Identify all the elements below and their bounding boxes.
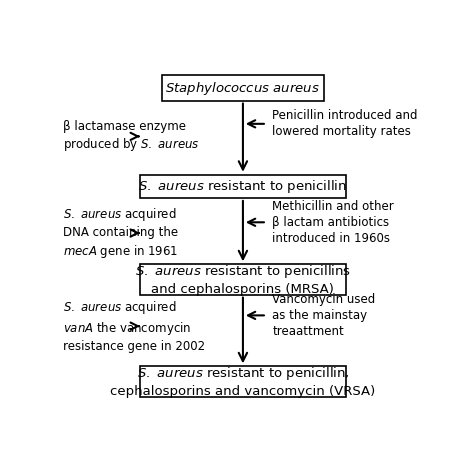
Text: $\it{Staphylococcus\ aureus}$: $\it{Staphylococcus\ aureus}$ [165,80,320,97]
Text: Vancomycin used
as the mainstay
treaattment: Vancomycin used as the mainstay treaattm… [272,293,375,338]
FancyBboxPatch shape [140,265,346,295]
Text: $\it{S.\ aureus}$ resistant to penicillins
and cephalosporins (MRSA): $\it{S.\ aureus}$ resistant to penicilli… [135,263,351,296]
FancyBboxPatch shape [140,366,346,397]
Text: $\it{S.\ aureus}$ acquired
$\it{vanA}$ the vancomycin
resistance gene in 2002: $\it{S.\ aureus}$ acquired $\it{vanA}$ t… [63,299,205,353]
Text: Methicillin and other
β lactam antibiotics
introduced in 1960s: Methicillin and other β lactam antibioti… [272,200,394,245]
Text: $\it{S.\ aureus}$ resistant to penicillin,
cephalosporins and vancomycin (VRSA): $\it{S.\ aureus}$ resistant to penicilli… [110,365,375,398]
Text: β lactamase enzyme
produced by $\it{S.\ aureus}$: β lactamase enzyme produced by $\it{S.\ … [63,120,200,153]
Text: $\it{S.\ aureus}$ acquired
DNA containing the
$\it{mecA}$ gene in 1961: $\it{S.\ aureus}$ acquired DNA containin… [63,206,178,260]
FancyBboxPatch shape [140,175,346,198]
Text: Penicillin introduced and
lowered mortality rates: Penicillin introduced and lowered mortal… [272,109,418,138]
Text: $\it{S.\ aureus}$ resistant to penicillin: $\it{S.\ aureus}$ resistant to penicilli… [138,178,347,195]
FancyBboxPatch shape [162,75,324,100]
